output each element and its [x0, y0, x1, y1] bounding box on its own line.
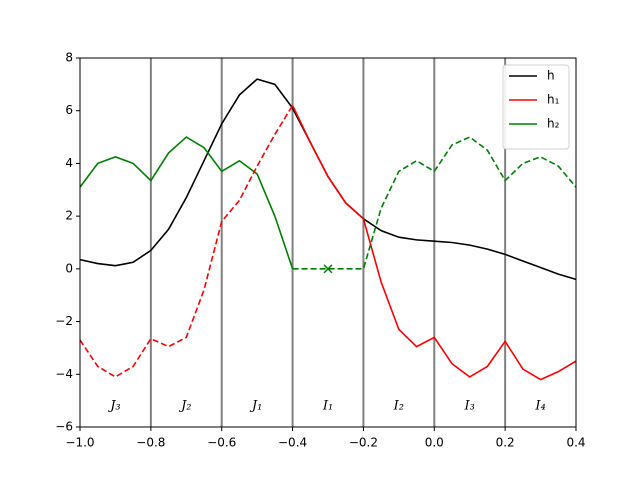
x-tick-label: −1.0: [65, 436, 94, 450]
y-tick-label: 2: [65, 209, 73, 223]
y-tick-label: −4: [55, 367, 73, 381]
y-tick-label: 0: [65, 261, 73, 275]
x-tick-label: 0.0: [425, 436, 444, 450]
marker: [323, 264, 333, 274]
legend-label: h: [547, 69, 555, 83]
interval-label: J₁: [249, 398, 262, 413]
y-tick-label: 8: [65, 51, 73, 65]
axes-frame: [79, 57, 577, 428]
line: [291, 105, 577, 381]
legend-label: h₁: [547, 93, 560, 107]
y-tick-label: −2: [55, 314, 73, 328]
x-tick-label: −0.6: [207, 436, 236, 450]
line: [79, 136, 294, 270]
y-tick-label: 6: [65, 103, 73, 117]
interval-label: I₁: [322, 398, 333, 413]
line: [79, 78, 577, 281]
interval-label: I₂: [393, 398, 404, 413]
interval-label: J₃: [107, 398, 120, 413]
interval-label: I₄: [534, 398, 545, 413]
x-tick-label: −0.8: [136, 436, 165, 450]
y-tick-label: 4: [65, 156, 73, 170]
interval-label: I₃: [464, 398, 475, 413]
x-tick-label: −0.2: [349, 436, 378, 450]
legend-label: h₂: [547, 117, 560, 131]
y-tick-label: −6: [55, 420, 73, 434]
line: [292, 136, 577, 270]
x-tick-label: 0.4: [566, 436, 585, 450]
line: [79, 105, 294, 378]
interval-label: J₂: [178, 398, 191, 413]
x-tick-label: 0.2: [496, 436, 515, 450]
x-tick-label: −0.4: [278, 436, 307, 450]
legend: [502, 64, 570, 150]
